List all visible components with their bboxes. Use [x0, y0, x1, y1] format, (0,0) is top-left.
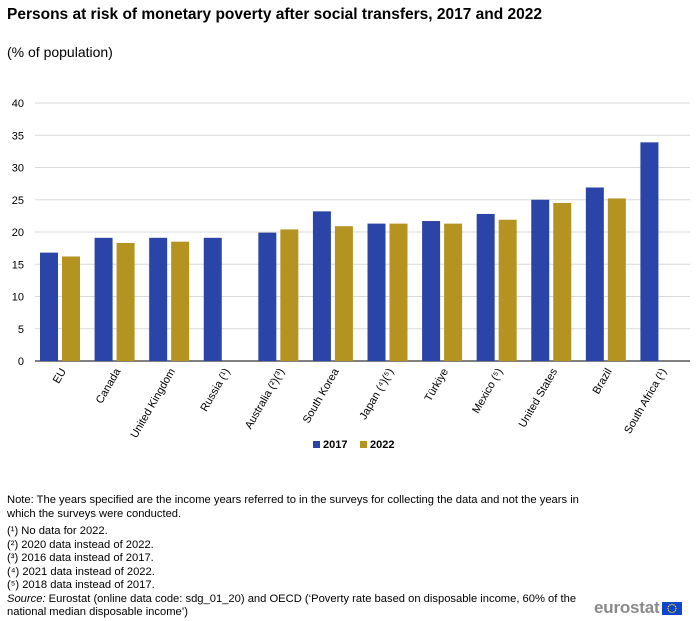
source-note: Source: Eurostat (online data code: sdg_…	[7, 593, 607, 620]
footnote: (⁵) 2018 data instead of 2017.	[7, 579, 155, 591]
footnote: (³) 2016 data instead of 2017.	[7, 552, 154, 564]
bar-2017	[640, 142, 659, 361]
legend-swatch-2017	[313, 441, 320, 448]
footnote: (¹) No data for 2022.	[7, 525, 108, 537]
bar-2017	[258, 232, 277, 361]
bar-2022	[62, 256, 80, 361]
y-tick-label: 25	[12, 195, 24, 207]
x-tick-label: EU	[51, 366, 69, 385]
x-tick-label: South Africa (¹)	[622, 367, 669, 437]
x-tick-label: Mexico (⁵)	[470, 367, 505, 416]
x-tick-label: Canada	[94, 366, 124, 406]
legend-label-2017: 2017	[323, 439, 347, 451]
x-tick-label: Brazil	[591, 367, 615, 397]
bar-2017	[40, 252, 58, 361]
bar-2017	[94, 237, 113, 361]
legend-label-2022: 2022	[370, 439, 394, 451]
logo-text: eurostat	[594, 598, 660, 617]
notes: Note: The years specified are the income…	[7, 494, 607, 620]
x-tick-label: United Kingdom	[129, 367, 179, 441]
y-tick-label: 40	[12, 98, 24, 110]
bar-2022	[280, 229, 299, 361]
bar-2022	[389, 223, 408, 361]
chart-subtitle: (% of population)	[7, 44, 113, 60]
eurostat-logo: eurostat	[594, 598, 683, 618]
bar-2017	[422, 221, 441, 361]
footnote: (²) 2020 data instead of 2022.	[7, 538, 154, 551]
y-tick-label: 5	[18, 324, 24, 336]
x-tick-label: Türkiye	[423, 367, 451, 404]
bar-2022	[334, 226, 353, 361]
y-tick-label: 15	[12, 259, 24, 271]
note-main: Note: The years specified are the income…	[7, 494, 579, 520]
bar-2022	[116, 242, 135, 361]
y-tick-label: 20	[12, 227, 24, 239]
x-tick-label: United States	[517, 366, 561, 430]
x-tick-label: Russia (¹)	[198, 367, 232, 414]
bar-2017	[203, 237, 222, 361]
bar-2022	[498, 219, 517, 361]
y-tick-label: 10	[12, 292, 24, 304]
bar-2022	[607, 198, 626, 361]
bar-2017	[312, 211, 331, 361]
footnote: (⁴) 2021 data instead of 2022.	[7, 565, 155, 578]
legend-swatch-2022	[360, 441, 367, 448]
bar-2022	[444, 223, 463, 361]
x-tick-label: South Korea	[301, 366, 342, 426]
bar-2022	[171, 241, 190, 361]
y-tick-label: 0	[18, 356, 24, 368]
bar-2022	[553, 202, 572, 361]
x-tick-label: Australia (²)(³)	[243, 367, 287, 432]
eu-flag-icon	[662, 601, 683, 615]
bar-2017	[585, 187, 604, 361]
source-text: Eurostat (online data code: sdg_01_20) a…	[7, 592, 577, 619]
y-tick-label: 35	[12, 130, 24, 142]
y-tick-label: 30	[12, 163, 24, 175]
bar-2017	[531, 199, 550, 361]
bar-2017	[149, 237, 168, 361]
x-tick-label: Japan (⁴)(⁵)	[358, 367, 397, 422]
bar-2017	[367, 223, 386, 361]
source-label: Source:	[7, 592, 46, 605]
chart-title: Persons at risk of monetary poverty afte…	[7, 6, 542, 23]
bar-2017	[476, 213, 495, 361]
bar-chart: 0 5 10 15 20 25 30 35 40 EU Canada United Kingdom Ru…	[12, 98, 690, 451]
